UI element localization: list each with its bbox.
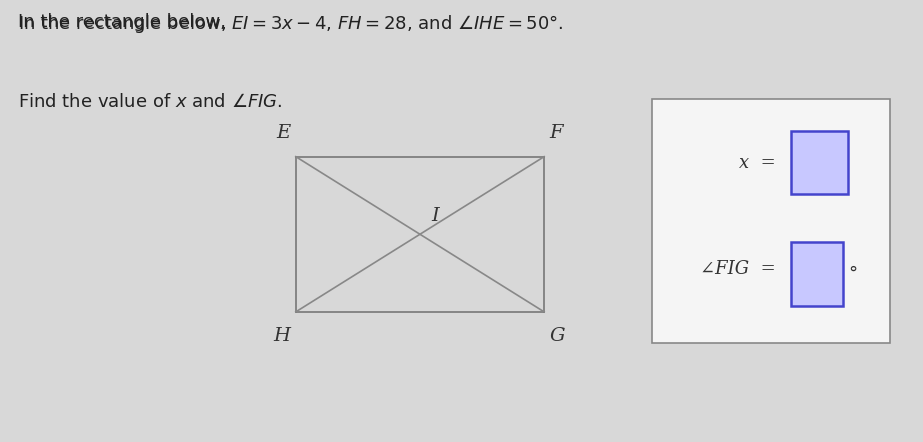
FancyBboxPatch shape xyxy=(791,242,843,306)
Text: Find the value of $x$ and $\angle FIG$.: Find the value of $x$ and $\angle FIG$. xyxy=(18,93,283,111)
Text: I: I xyxy=(431,207,438,225)
Text: °: ° xyxy=(848,265,857,283)
Text: In the rectangle below,: In the rectangle below, xyxy=(18,13,232,31)
FancyBboxPatch shape xyxy=(791,131,848,194)
FancyBboxPatch shape xyxy=(652,99,890,343)
Text: In the rectangle below, $EI=3x-4$, $FH=28$, and $\angle IHE=50°$.: In the rectangle below, $EI=3x-4$, $FH=2… xyxy=(18,13,564,35)
Text: E: E xyxy=(276,124,290,142)
Text: ∠FIG  =: ∠FIG = xyxy=(701,260,776,278)
Text: F: F xyxy=(550,124,563,142)
Text: x  =: x = xyxy=(739,154,776,171)
Text: H: H xyxy=(273,327,290,345)
Text: G: G xyxy=(550,327,566,345)
